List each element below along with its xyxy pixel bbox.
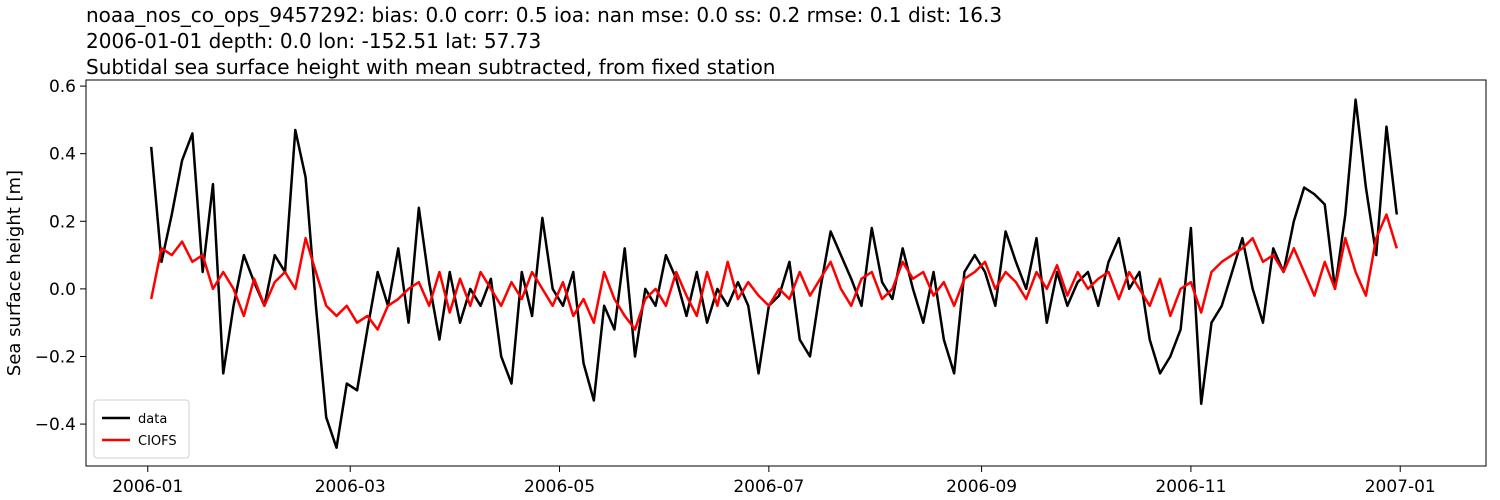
x-tick-label: 2007-01 — [1365, 477, 1436, 497]
x-tick-label: 2006-11 — [1155, 477, 1226, 497]
y-tick-label: −0.4 — [35, 415, 76, 435]
x-tick-label: 2006-01 — [112, 477, 183, 497]
y-axis-label: Sea surface height [m] — [4, 170, 25, 376]
x-tick-label: 2006-07 — [733, 477, 804, 497]
plot-frame — [85, 79, 1487, 467]
y-tick-label: 0.0 — [49, 280, 76, 300]
y-tick-label: 0.6 — [49, 77, 76, 97]
x-tick-label: 2006-03 — [315, 477, 386, 497]
title-line: noaa_nos_co_ops_9457292: bias: 0.0 corr:… — [86, 3, 1002, 27]
x-tick-label: 2006-09 — [946, 477, 1017, 497]
series-line — [149, 98, 1399, 449]
y-tick-label: −0.2 — [35, 347, 76, 367]
legend-box — [93, 399, 190, 459]
y-tick-label: 0.4 — [49, 145, 76, 165]
x-tick-label: 2006-05 — [524, 477, 595, 497]
title-line: Subtidal sea surface height with mean su… — [86, 55, 775, 79]
legend-label: data — [138, 412, 167, 427]
title-line: 2006-01-01 depth: 0.0 lon: -152.51 lat: … — [86, 29, 541, 53]
legend-label: CIOFS — [138, 434, 177, 449]
y-tick-label: 0.2 — [49, 212, 76, 232]
series-line — [149, 213, 1398, 331]
